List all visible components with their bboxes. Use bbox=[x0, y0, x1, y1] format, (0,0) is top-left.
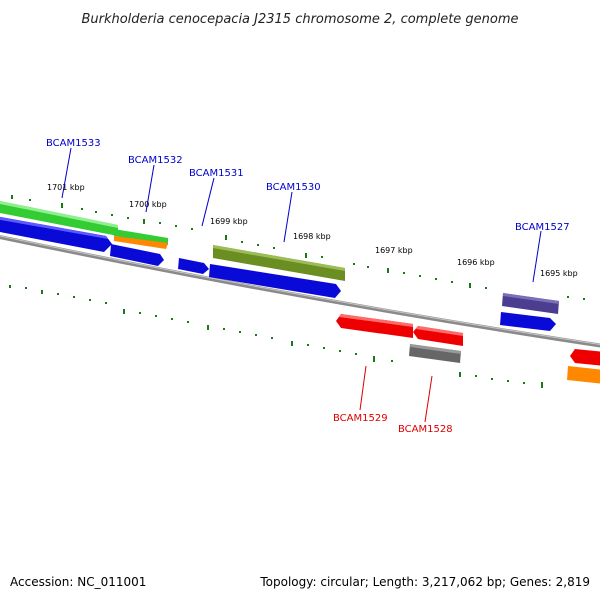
gene-bcam1528-red-shade bbox=[416, 326, 463, 336]
gene-bcam1528-gray[interactable] bbox=[409, 344, 461, 363]
chromosome-backbone bbox=[0, 235, 600, 348]
gene-red-edge[interactable] bbox=[570, 349, 600, 366]
gene-blue-arrow[interactable] bbox=[500, 312, 556, 331]
forward-strand-features bbox=[0, 201, 559, 331]
reverse-strand-features bbox=[336, 314, 600, 384]
gene-bcam1527-shade bbox=[503, 293, 559, 304]
accession-text: Accession: NC_011001 bbox=[10, 575, 146, 589]
gene-bcam1527[interactable] bbox=[502, 293, 559, 314]
scale-label: 1696 kbp bbox=[457, 258, 495, 267]
gene-bcam1528-red[interactable] bbox=[413, 326, 463, 346]
gene-blue-arrow[interactable] bbox=[209, 264, 341, 298]
scale-labels: 1701 kbp 1700 kbp 1699 kbp 1698 kbp 1697… bbox=[47, 183, 578, 278]
gene-bcam1530-shade bbox=[213, 245, 345, 271]
gene-orange-edge[interactable] bbox=[567, 366, 600, 384]
gene-label[interactable]: BCAM1530 bbox=[266, 182, 321, 193]
gene-label[interactable]: BCAM1531 bbox=[189, 168, 244, 179]
scale-label: 1699 kbp bbox=[210, 217, 248, 226]
gene-bcam1532[interactable] bbox=[114, 229, 168, 245]
map-title: Burkholderia cenocepacia J2315 chromosom… bbox=[81, 12, 518, 27]
gene-labels-top: BCAM1533 BCAM1532 BCAM1531 BCAM1530 BCAM… bbox=[46, 138, 570, 233]
scale-label: 1697 kbp bbox=[375, 246, 413, 255]
gene-bcam1533-shade bbox=[0, 201, 118, 228]
scale-label: 1700 kbp bbox=[129, 200, 167, 209]
topology-text: Topology: circular; Length: 3,217,062 bp… bbox=[259, 575, 590, 589]
gene-bcam1528-gray-shade bbox=[410, 344, 461, 354]
gene-label[interactable]: BCAM1528 bbox=[398, 424, 453, 435]
gene-bcam1530[interactable] bbox=[213, 245, 345, 281]
gene-bcam1532-orange[interactable] bbox=[114, 236, 168, 249]
inner-scale-ticks bbox=[9, 285, 543, 388]
gene-bcam1529[interactable] bbox=[336, 314, 413, 338]
scale-label: 1695 kbp bbox=[540, 269, 578, 278]
scale-label: 1701 kbp bbox=[47, 183, 85, 192]
gene-label[interactable]: BCAM1533 bbox=[46, 138, 101, 149]
scale-label: 1698 kbp bbox=[293, 232, 331, 241]
chromosome-backbone-highlight bbox=[0, 235, 600, 345]
gene-blue-arrow[interactable] bbox=[110, 244, 164, 266]
gene-label[interactable]: BCAM1529 bbox=[333, 413, 388, 424]
gene-blue-arrow[interactable] bbox=[178, 258, 209, 274]
gene-labels-bottom: BCAM1529 BCAM1528 bbox=[333, 413, 453, 435]
leader-lines-top bbox=[61, 147, 542, 283]
gene-label[interactable]: BCAM1527 bbox=[515, 222, 570, 233]
outer-scale-ticks bbox=[11, 195, 585, 300]
leader-lines-bottom bbox=[359, 365, 433, 423]
gene-blue-arrow-shade bbox=[0, 216, 108, 239]
gene-bcam1529-shade bbox=[339, 314, 413, 327]
gene-blue-arrow[interactable] bbox=[0, 216, 112, 252]
gene-label[interactable]: BCAM1532 bbox=[128, 155, 183, 166]
